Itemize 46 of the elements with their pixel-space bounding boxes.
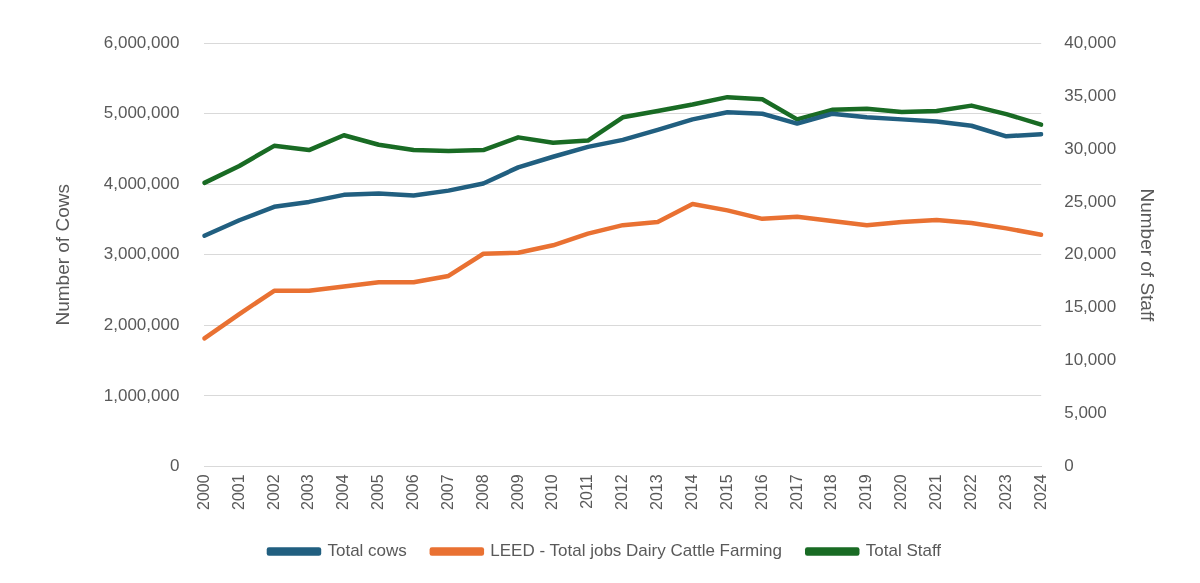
y2-tick-label: 5,000 [1064,403,1107,423]
y-tick-label: 1,000,000 [103,385,180,405]
x-tick-label: 2018 [822,474,840,510]
x-tick-label: 2022 [961,474,979,510]
y2-tick-label: 40,000 [1064,32,1117,52]
x-tick-label: 2004 [334,474,352,510]
x-tick-label: 2010 [543,474,561,510]
x-tick-label: 2012 [613,474,631,510]
x-tick-label: 2005 [369,474,387,510]
x-tick-label: 2016 [752,474,770,510]
y-tick-label: 5,000,000 [103,103,180,123]
y-axis-title: Number of Cows [51,184,73,326]
y-tick-label: 0 [169,456,180,476]
x-tick-label: 2003 [299,474,317,510]
legend-label: Total Staff [865,541,942,561]
y2-tick-label: 25,000 [1064,191,1117,211]
x-tick-label: 2017 [787,474,805,510]
x-tick-label: 2020 [892,474,910,510]
legend-label: Total cows [327,541,407,561]
x-tick-label: 2009 [508,474,526,510]
x-tick-label: 2001 [229,474,247,510]
x-tick-label: 2021 [927,474,945,510]
x-tick-label: 2019 [857,474,875,510]
y-tick-label: 4,000,000 [103,173,180,193]
y-tick-label: 6,000,000 [103,32,180,52]
y2-tick-label: 20,000 [1064,244,1117,264]
y-tick-label: 3,000,000 [103,244,180,264]
x-tick-label: 2011 [578,474,596,509]
x-tick-label: 2007 [438,474,456,510]
x-tick-label: 2015 [717,474,735,510]
legend-label: LEED - Total jobs Dairy Cattle Farming [490,541,782,561]
x-tick-label: 2023 [996,474,1014,510]
y2-tick-label: 10,000 [1064,350,1117,370]
x-tick-label: 2013 [648,474,666,510]
y2-tick-label: 0 [1064,456,1074,476]
y-tick-label: 2,000,000 [103,315,180,335]
x-tick-label: 2002 [264,474,282,510]
y2-tick-label: 35,000 [1064,85,1117,105]
y2-tick-label: 30,000 [1064,138,1117,158]
x-tick-label: 2024 [1031,474,1049,510]
x-tick-label: 2008 [473,474,491,510]
y2-tick-label: 15,000 [1064,297,1117,317]
x-tick-label: 2006 [404,474,422,510]
x-tick-label: 2014 [682,474,700,510]
x-tick-label: 2000 [194,474,212,510]
y2-axis-title: Number of Staff [1137,188,1159,322]
